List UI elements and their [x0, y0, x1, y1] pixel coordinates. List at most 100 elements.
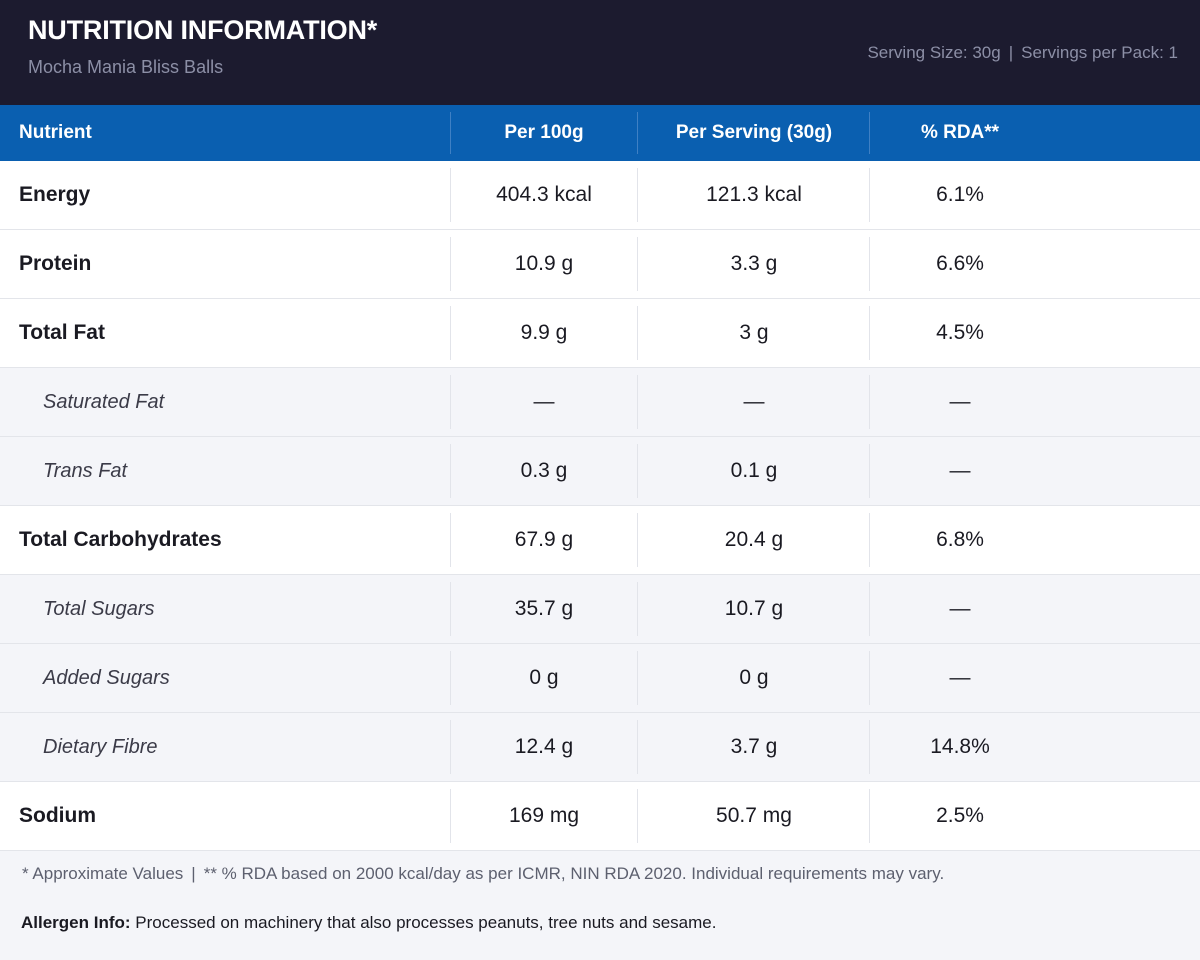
rda-value: 14.8%	[930, 735, 990, 758]
column-divider	[869, 375, 870, 429]
column-divider	[869, 720, 870, 774]
rda-value: —	[949, 459, 971, 482]
nutrient-name: Sodium	[19, 804, 96, 827]
per-serving-value: 121.3 kcal	[706, 183, 802, 206]
table-row: Total Carbohydrates 67.9 g 20.4 g 6.8%	[0, 506, 1200, 575]
column-divider	[450, 651, 451, 705]
rda-value: 6.6%	[936, 252, 984, 275]
nutrient-name: Total Sugars	[43, 597, 155, 620]
per-serving-value: 0 g	[739, 666, 769, 689]
footnote: * Approximate Values | ** % RDA based on 2…	[22, 864, 944, 884]
column-divider	[450, 112, 451, 154]
rda-value: 6.1%	[936, 183, 984, 206]
per-serving-value: 3.3 g	[730, 252, 778, 275]
per-100g-value: 9.9 g	[520, 321, 568, 344]
column-divider	[637, 513, 638, 567]
table-body: Energy 404.3 kcal 121.3 kcal 6.1% Protein 10.…	[0, 161, 1200, 851]
per-100g-value: —	[533, 390, 555, 413]
serving-separator: |	[1008, 43, 1014, 62]
table-row: Protein 10.9 g 3.3 g 6.6%	[0, 230, 1200, 299]
column-divider	[637, 582, 638, 636]
column-divider	[450, 168, 451, 222]
table-row: Saturated Fat — — —	[0, 368, 1200, 437]
allergen-info: Allergen Info: Processed on machinery th…	[21, 913, 716, 933]
nutrient-name: Protein	[19, 252, 92, 275]
column-divider	[869, 651, 870, 705]
nutrient-name: Total Carbohydrates	[19, 528, 222, 551]
per-100g-value: 10.9 g	[514, 252, 574, 275]
allergen-text: Processed on machinery that also process…	[135, 913, 717, 932]
column-header-rda: % RDA**	[920, 122, 1000, 143]
column-divider	[869, 112, 870, 154]
allergen-label: Allergen Info:	[21, 913, 131, 932]
column-header-per-serving: Per Serving (30g)	[675, 122, 833, 143]
column-divider	[869, 444, 870, 498]
column-divider	[450, 513, 451, 567]
rda-value: —	[949, 390, 971, 413]
column-divider	[869, 237, 870, 291]
column-divider	[869, 168, 870, 222]
per-serving-value: 0.1 g	[730, 459, 778, 482]
column-divider	[869, 306, 870, 360]
per-100g-value: 12.4 g	[514, 735, 574, 758]
column-divider	[869, 582, 870, 636]
nutrient-name: Total Fat	[19, 321, 105, 344]
table-row: Dietary Fibre 12.4 g 3.7 g 14.8%	[0, 713, 1200, 782]
page-title: NUTRITION INFORMATION*	[28, 15, 378, 45]
column-divider	[637, 375, 638, 429]
per-serving-value: 20.4 g	[724, 528, 784, 551]
rda-value: 2.5%	[936, 804, 984, 827]
column-divider	[450, 720, 451, 774]
per-serving-value: 50.7 mg	[716, 804, 792, 827]
table-header-row: Nutrient Per 100g Per Serving (30g) % RD…	[0, 105, 1200, 161]
serving-size: Serving Size: 30g	[867, 43, 1001, 62]
column-divider	[450, 237, 451, 291]
per-100g-value: 67.9 g	[514, 528, 574, 551]
table-row: Total Fat 9.9 g 3 g 4.5%	[0, 299, 1200, 368]
column-divider	[450, 444, 451, 498]
rda-value: 6.8%	[936, 528, 984, 551]
per-100g-value: 0 g	[529, 666, 559, 689]
table-row: Trans Fat 0.3 g 0.1 g —	[0, 437, 1200, 506]
rda-value: —	[949, 597, 971, 620]
nutrient-name: Dietary Fibre	[43, 735, 158, 758]
column-divider	[637, 651, 638, 705]
column-divider	[869, 513, 870, 567]
column-divider	[450, 582, 451, 636]
servings-per-pack: Servings per Pack: 1	[1021, 43, 1178, 62]
column-divider	[637, 237, 638, 291]
rda-value: —	[949, 666, 971, 689]
column-divider	[450, 789, 451, 843]
footnote-separator: |	[191, 864, 196, 883]
header-bar: NUTRITION INFORMATION* Mocha Mania Bliss…	[0, 0, 1200, 105]
table-row: Added Sugars 0 g 0 g —	[0, 644, 1200, 713]
nutrient-name: Energy	[19, 183, 91, 206]
column-divider	[637, 112, 638, 154]
serving-info: Serving Size: 30g | Servings per Pack: 1	[867, 43, 1178, 63]
column-divider	[869, 789, 870, 843]
table-row: Total Sugars 35.7 g 10.7 g —	[0, 575, 1200, 644]
per-serving-value: 3 g	[739, 321, 769, 344]
per-serving-value: 10.7 g	[724, 597, 784, 620]
footnote-approx: * Approximate Values	[22, 864, 184, 883]
per-100g-value: 0.3 g	[520, 459, 568, 482]
footnote-rda: ** % RDA based on 2000 kcal/day as per I…	[203, 864, 945, 883]
rda-value: 4.5%	[936, 321, 984, 344]
per-serving-value: 3.7 g	[730, 735, 778, 758]
nutrient-name: Saturated Fat	[43, 390, 165, 413]
column-divider	[637, 444, 638, 498]
column-divider	[450, 375, 451, 429]
nutrient-name: Trans Fat	[43, 459, 128, 482]
column-divider	[637, 168, 638, 222]
column-divider	[637, 789, 638, 843]
column-header-nutrient: Nutrient	[19, 122, 92, 143]
table-row: Sodium 169 mg 50.7 mg 2.5%	[0, 782, 1200, 851]
column-divider	[637, 720, 638, 774]
per-serving-value: —	[743, 390, 765, 413]
nutrient-name: Added Sugars	[43, 666, 170, 689]
per-100g-value: 169 mg	[508, 804, 580, 827]
column-divider	[637, 306, 638, 360]
product-name: Mocha Mania Bliss Balls	[28, 57, 224, 77]
column-header-per-100g: Per 100g	[504, 122, 584, 143]
nutrition-table: Nutrient Per 100g Per Serving (30g) % RD…	[0, 105, 1200, 851]
